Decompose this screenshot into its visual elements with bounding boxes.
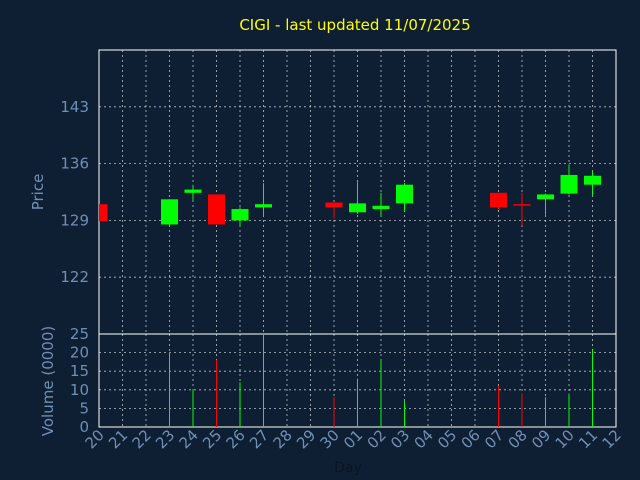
x-tick-label: 26 xyxy=(223,426,249,452)
candle-body xyxy=(560,174,578,194)
candle-body xyxy=(161,199,178,225)
x-tick-label: 06 xyxy=(458,426,484,452)
volume-tick-label: 15 xyxy=(70,362,89,380)
volume-panel: 0510152025202122232425262728293001020304… xyxy=(70,325,625,452)
chart-title: CIGI - last updated 11/07/2025 xyxy=(239,16,470,34)
volume-axis-label: Volume (0000) xyxy=(39,326,57,436)
candle-body xyxy=(231,209,249,221)
volume-tick-label: 0 xyxy=(79,418,89,436)
x-tick-label: 11 xyxy=(575,426,601,452)
x-tick-label: 01 xyxy=(340,426,366,452)
x-tick-label: 29 xyxy=(293,426,319,452)
candle-body xyxy=(537,194,554,200)
x-tick-label: 28 xyxy=(270,426,296,452)
candle-body xyxy=(396,184,413,204)
x-tick-label: 30 xyxy=(317,426,343,452)
price-tick-label: 143 xyxy=(60,98,89,116)
x-tick-label: 27 xyxy=(246,426,272,452)
price-panel: 122 129 136 143 xyxy=(60,49,617,335)
x-tick-label: 24 xyxy=(176,426,202,452)
volume-tick-label: 10 xyxy=(70,381,89,399)
volume-tick-label: 5 xyxy=(79,399,89,417)
x-tick-label: 21 xyxy=(105,426,131,452)
x-tick-label: 23 xyxy=(152,426,178,452)
x-axis-label: Day xyxy=(334,460,362,476)
x-tick-label: 07 xyxy=(481,426,507,452)
price-tick-label: 136 xyxy=(60,155,89,173)
candle-body xyxy=(372,205,390,210)
x-tick-label: 25 xyxy=(199,426,225,452)
candle-body xyxy=(584,175,601,185)
candle-body xyxy=(349,203,366,213)
candle-body xyxy=(208,194,225,225)
volume-tick-label: 25 xyxy=(70,325,89,343)
x-tick-label: 22 xyxy=(129,426,155,452)
x-tick-label: 12 xyxy=(599,426,625,452)
candle-body xyxy=(99,204,108,222)
price-tick-label: 122 xyxy=(60,268,89,286)
candle-body xyxy=(513,204,531,206)
volume-tick-label: 20 xyxy=(70,344,89,362)
x-tick-label: 08 xyxy=(505,426,531,452)
price-axis-label: Price xyxy=(29,174,47,211)
candle-body xyxy=(255,204,272,208)
x-tick-label: 04 xyxy=(411,426,437,452)
candle-body xyxy=(490,192,507,208)
candle-body xyxy=(325,202,343,208)
candles-group xyxy=(99,164,601,227)
x-tick-label: 03 xyxy=(387,426,413,452)
x-tick-label: 09 xyxy=(528,426,554,452)
candle-body xyxy=(184,189,202,193)
x-tick-label: 05 xyxy=(434,426,460,452)
x-tick-label: 02 xyxy=(364,426,390,452)
x-tick-label: 10 xyxy=(552,426,578,452)
price-tick-label: 129 xyxy=(60,211,89,229)
